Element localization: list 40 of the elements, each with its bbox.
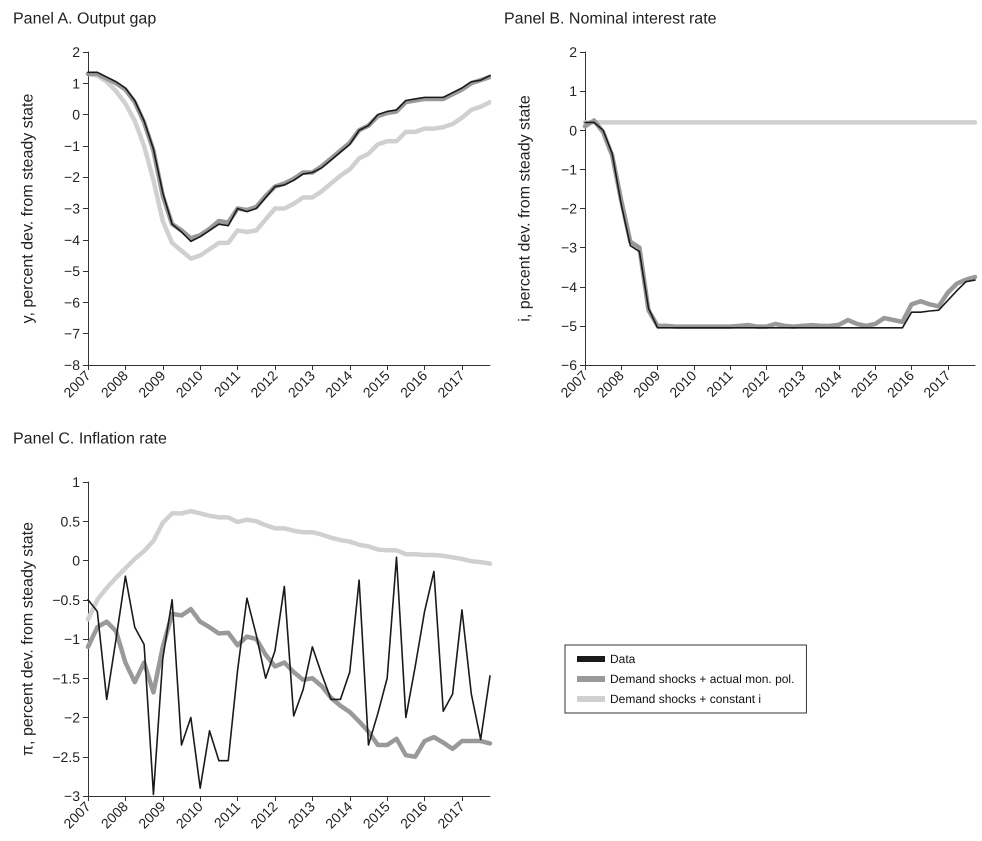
y-tick-label: −1.5 [52, 670, 80, 686]
y-tick-label: 1 [72, 474, 80, 490]
y-tick-label: −0.5 [52, 592, 80, 608]
y-tick-label: −6 [561, 357, 578, 373]
chart-title: Panel C. Inflation rate [13, 430, 167, 448]
line-series [86, 508, 492, 622]
y-tick-label: 2 [569, 44, 578, 60]
y-tick-label: −7 [64, 326, 80, 342]
chart-title: Panel B. Nominal interest rate [504, 10, 717, 28]
legend-label: Demand shocks + constant i [610, 692, 762, 706]
y-tick-label: 0.5 [60, 513, 80, 530]
y-tick-label: 2 [72, 44, 80, 60]
y-tick-label: 0 [72, 106, 80, 123]
y-tick-label: −2.5 [52, 748, 80, 765]
y-tick-label: 1 [72, 75, 80, 92]
y-tick-label: −5 [561, 318, 578, 334]
y-tick-label: 1 [569, 83, 578, 100]
y-tick-label: −2 [64, 710, 80, 726]
legend-label: Demand shocks + actual mon. pol. [610, 672, 794, 686]
y-tick-label: −6 [64, 294, 80, 310]
y-tick-label: 0 [569, 122, 578, 138]
y-tick-label: −1 [64, 138, 80, 154]
chart-title: Panel A. Output gap [13, 10, 156, 28]
legend-label: Data [610, 652, 636, 666]
y-tick-label: −4 [561, 278, 578, 295]
y-tick-label: −3 [64, 200, 80, 216]
line-series [86, 606, 492, 759]
y-axis-title: y, percent dev. from steady state [20, 94, 36, 324]
y-tick-label: −4 [64, 232, 80, 248]
y-axis-title: π, percent dev. from steady state [20, 522, 36, 756]
y-axis-title: i, percent dev. from steady state [516, 95, 534, 322]
y-tick-label: −1 [64, 631, 80, 647]
y-tick-label: 0 [72, 552, 80, 568]
y-tick-label: −2 [64, 169, 80, 186]
y-tick-label: −8 [64, 357, 80, 373]
y-tick-label: −1 [561, 161, 578, 178]
y-tick-label: −3 [64, 788, 80, 804]
y-tick-label: −2 [561, 200, 578, 216]
y-tick-label: −5 [64, 263, 80, 280]
y-tick-label: −3 [561, 240, 578, 256]
